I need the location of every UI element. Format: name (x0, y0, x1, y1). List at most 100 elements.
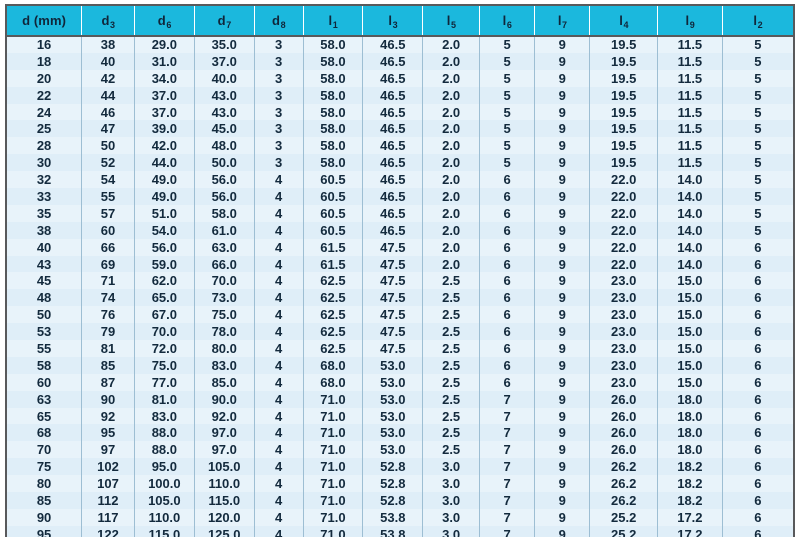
column-header-l1: l1 (303, 5, 364, 37)
table-cell: 70 (6, 441, 83, 459)
table-cell: 58.0 (194, 204, 255, 222)
table-cell: 9 (534, 86, 591, 104)
table-cell: 11.5 (657, 137, 723, 155)
table-cell: 20 (6, 69, 83, 87)
table-cell: 14.0 (657, 171, 723, 189)
table-cell: 6 (754, 459, 762, 475)
table-cell: 90 (81, 390, 135, 408)
table-cell: 23.0 (589, 340, 659, 357)
table-cell: 60.5 (303, 171, 364, 189)
header-symbol: l3 (388, 14, 397, 30)
table-cell: 62.0 (134, 272, 195, 290)
table-cell: 6 (479, 340, 536, 357)
table-row: 33 55 49.0 56.0 4 60.5 46.5 2.0 6 9 22.0 14.0 5 (6, 188, 794, 205)
table-cell: 3 (254, 36, 304, 53)
table-cell: 5 (479, 137, 536, 155)
table-cell: 46.5 (362, 137, 424, 155)
table-cell: 4 (254, 441, 304, 459)
table-cell: 22 (6, 86, 83, 104)
table-cell: 33 (6, 188, 83, 205)
table-cell: 15.0 (657, 323, 723, 341)
table-cell: 9 (534, 137, 591, 155)
table-cell: 6 (479, 323, 536, 341)
table-cell: 28 (6, 137, 83, 155)
table-cell: 88.0 (134, 441, 195, 459)
table-cell: 44 (81, 86, 135, 104)
table-row: 53 79 70.0 78.0 4 62.5 47.5 2.5 6 9 23.0 15.0 6 (6, 323, 794, 341)
table-cell: 9 (534, 340, 591, 357)
table-cell: 83.0 (134, 407, 195, 425)
table-row: 48 74 65.0 73.0 4 62.5 47.5 2.5 6 9 23.0 15.0 6 (6, 289, 794, 307)
table-cell: 58.0 (303, 103, 364, 121)
table-cell: 68 (6, 424, 83, 442)
table-cell: 22.0 (589, 221, 659, 239)
table-row: 18 40 31.0 37.0 3 58.0 46.5 2.0 5 9 19.5 11.5 5 (6, 52, 794, 70)
table-cell: 62.5 (303, 289, 364, 307)
table-cell: 11.5 (657, 69, 723, 87)
table-cell: 79 (81, 323, 135, 341)
table-cell: 5 (479, 36, 536, 53)
table-cell: 40 (81, 52, 135, 70)
table-cell: 92.0 (194, 407, 255, 425)
table-cell: 54.0 (134, 221, 195, 239)
table-cell: 3 (254, 154, 304, 172)
table-cell: 14.0 (657, 221, 723, 239)
table-cell: 5 (754, 121, 762, 137)
table-cell: 4 (254, 323, 304, 341)
table-cell: 7 (479, 492, 536, 509)
table-cell: 2.0 (422, 52, 480, 70)
table-cell: 80 (6, 475, 83, 493)
table-cell: 18.0 (657, 407, 723, 425)
table-cell: 6 (754, 340, 762, 356)
table-cell: 7 (479, 407, 536, 425)
table-cell: 11.5 (657, 154, 723, 172)
table-cell: 46.5 (362, 204, 424, 222)
table-cell: 16 (6, 36, 83, 53)
table-cell: 4 (254, 221, 304, 239)
table-cell: 47.5 (362, 306, 424, 324)
table-cell: 47.5 (362, 272, 424, 290)
table-cell: 5 (479, 69, 536, 87)
table-cell: 46.5 (362, 36, 424, 53)
table-cell: 9 (534, 52, 591, 70)
table-row: 90 117 110.0 120.0 4 71.0 53.8 3.0 7 9 25.2 17.2 6 (6, 508, 794, 526)
header-symbol: d (mm) (22, 14, 66, 27)
table-cell: 3.0 (422, 508, 480, 526)
table-cell: 2.5 (422, 390, 480, 408)
table-cell: 2.0 (422, 221, 480, 239)
table-cell: 3.0 (422, 525, 480, 537)
column-header-l7: l7 (534, 5, 591, 37)
table-cell: 47.5 (362, 255, 424, 273)
table-cell: 74 (81, 289, 135, 307)
table-cell: 23.0 (589, 272, 659, 290)
header-symbol-base: l (328, 13, 333, 28)
table-cell: 76 (81, 306, 135, 324)
table-cell: 90.0 (194, 390, 255, 408)
table-cell: 6 (479, 289, 536, 307)
table-cell: 5 (754, 188, 762, 204)
table-cell: 4 (254, 356, 304, 374)
table-row: 16 38 29.0 35.0 3 58.0 46.5 2.0 5 9 19.5 11.5 5 (6, 36, 794, 53)
table-cell: 3 (254, 69, 304, 87)
table-cell: 7 (479, 475, 536, 493)
table-cell: 6 (479, 373, 536, 391)
table-cell: 46.5 (362, 52, 424, 70)
table-cell: 4 (254, 525, 304, 537)
table-cell: 9 (534, 255, 591, 273)
table-cell: 6 (754, 408, 762, 424)
table-row: 28 50 42.0 48.0 3 58.0 46.5 2.0 5 9 19.5 11.5 5 (6, 137, 794, 155)
table-cell: 46.5 (362, 103, 424, 121)
table-cell: 9 (534, 272, 591, 290)
column-header-l3: l3 (362, 5, 424, 37)
table-cell: 63 (6, 390, 83, 408)
table-cell: 6 (754, 307, 762, 323)
table-cell: 70.0 (194, 272, 255, 290)
table-cell: 5 (754, 70, 762, 86)
table-row: 50 76 67.0 75.0 4 62.5 47.5 2.5 6 9 23.0 15.0 6 (6, 306, 794, 324)
table-cell: 11.5 (657, 86, 723, 104)
header-symbol: l7 (558, 14, 567, 30)
table-cell: 4 (254, 238, 304, 256)
table-cell: 60.5 (303, 204, 364, 222)
table-cell: 35.0 (194, 36, 255, 53)
table-cell: 60 (81, 221, 135, 239)
